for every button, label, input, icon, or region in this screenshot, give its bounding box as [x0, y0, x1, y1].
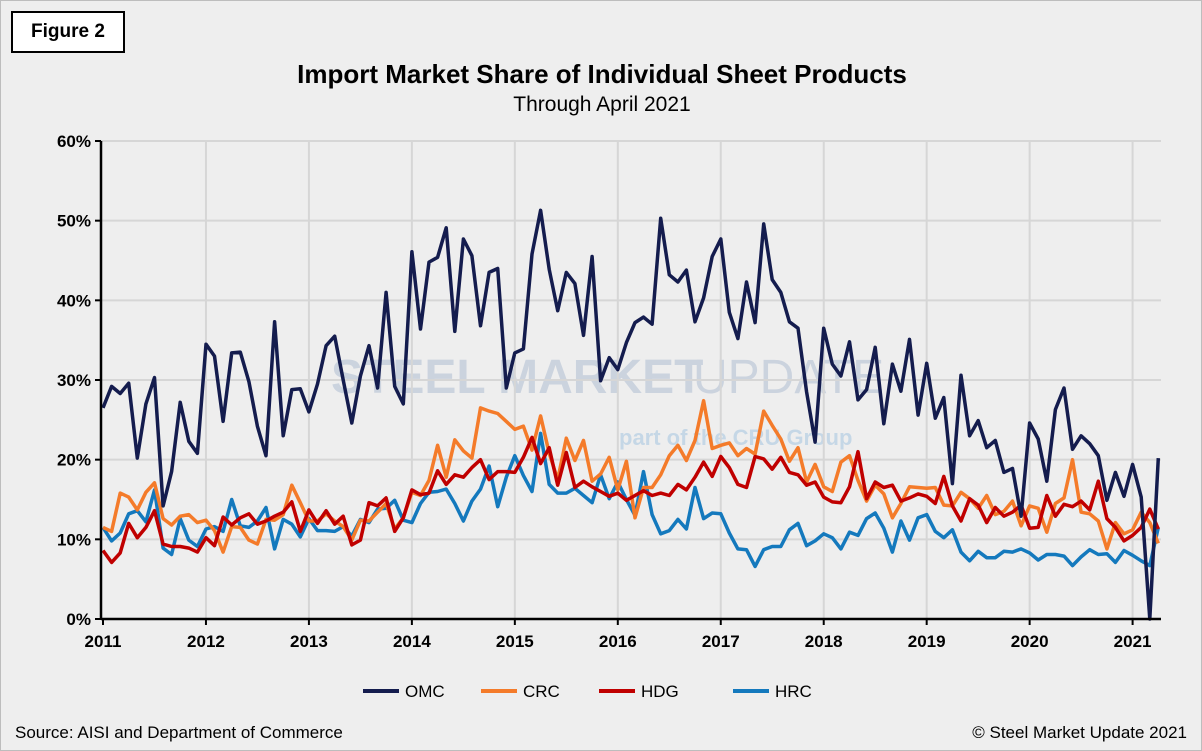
x-tick-label: 2013	[290, 632, 328, 651]
x-tick-label: 2018	[805, 632, 843, 651]
x-tick-label: 2016	[599, 632, 637, 651]
y-tick-label: 60%	[57, 132, 91, 151]
chart-title: Import Market Share of Individual Sheet …	[297, 59, 907, 89]
x-tick-label: 2011	[85, 632, 122, 651]
series-line-hdg	[101, 435, 1160, 565]
y-tick-label: 20%	[57, 451, 91, 470]
source-note: Source: AISI and Department of Commerce	[15, 723, 343, 742]
x-tick-label: 2021	[1114, 632, 1152, 651]
y-tick-label: 0%	[66, 610, 91, 629]
series-line-hrc	[101, 431, 1161, 569]
y-tick-label: 30%	[57, 371, 91, 390]
x-tick-label: 2015	[496, 632, 534, 651]
y-tick-label: 40%	[57, 291, 91, 310]
series-line-omc	[101, 208, 1161, 621]
y-tick-label: 50%	[57, 212, 91, 231]
x-tick-label: 2019	[908, 632, 946, 651]
copyright-note: © Steel Market Update 2021	[972, 723, 1187, 742]
legend-label-hrc: HRC	[775, 682, 812, 701]
legend-label-crc: CRC	[523, 682, 560, 701]
legend-label-omc: OMC	[405, 682, 445, 701]
figure-label: Figure 2	[11, 11, 125, 53]
x-tick-label: 2017	[702, 632, 740, 651]
legend-label-hdg: HDG	[641, 682, 679, 701]
y-tick-label: 10%	[57, 530, 91, 549]
series-line-crc	[102, 398, 1160, 554]
x-tick-label: 2020	[1011, 632, 1049, 651]
watermark-text: STEEL MARKET	[331, 351, 703, 404]
chart-subtitle: Through April 2021	[513, 93, 691, 116]
x-tick-label: 2012	[187, 632, 225, 651]
x-tick-label: 2014	[393, 632, 431, 651]
